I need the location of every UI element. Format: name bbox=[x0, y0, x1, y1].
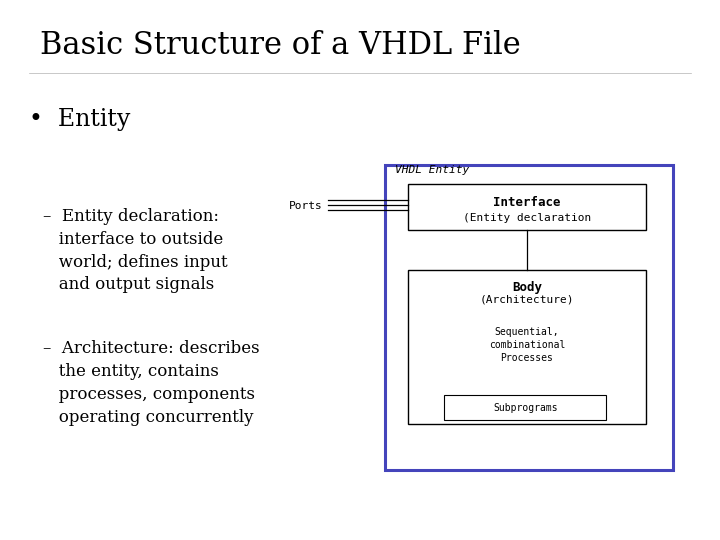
Text: Sequential,
combinational
Processes: Sequential, combinational Processes bbox=[489, 327, 565, 363]
Text: –  Architecture: describes
   the entity, contains
   processes, components
   o: – Architecture: describes the entity, co… bbox=[43, 340, 260, 426]
Text: Basic Structure of a VHDL File: Basic Structure of a VHDL File bbox=[40, 30, 521, 60]
Text: (Entity declaration: (Entity declaration bbox=[463, 213, 591, 222]
Text: –  Entity declaration:
   interface to outside
   world; defines input
   and ou: – Entity declaration: interface to outsi… bbox=[43, 208, 228, 293]
Bar bbox=[408, 270, 646, 424]
Bar bbox=[444, 395, 606, 420]
Text: Ports: Ports bbox=[289, 201, 323, 211]
Text: Interface: Interface bbox=[493, 196, 561, 209]
Text: VHDL Entity: VHDL Entity bbox=[395, 165, 469, 175]
Bar bbox=[408, 184, 646, 230]
Text: (Architecture): (Architecture) bbox=[480, 295, 575, 305]
Text: •  Entity: • Entity bbox=[29, 108, 130, 131]
Bar bbox=[385, 165, 673, 470]
Text: Subprograms: Subprograms bbox=[493, 403, 558, 413]
Text: Body: Body bbox=[512, 281, 542, 294]
